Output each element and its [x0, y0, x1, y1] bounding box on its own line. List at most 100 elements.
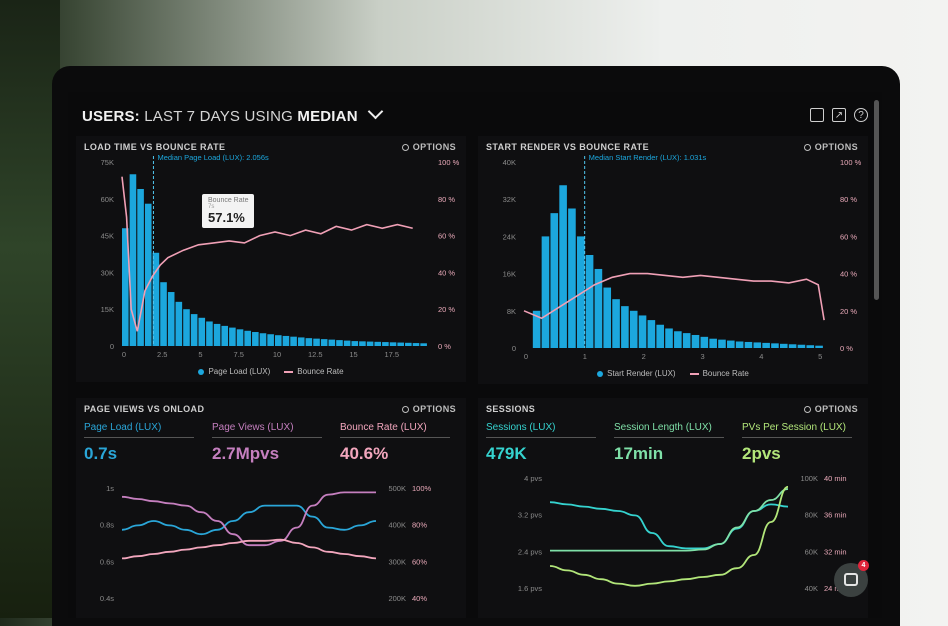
scrollbar[interactable] — [874, 100, 879, 300]
legend-item-bounce[interactable]: Bounce Rate — [689, 369, 749, 378]
options-label: OPTIONS — [412, 142, 456, 152]
sessions-chart: 1.6 pvs 2.4 pvs 3.2 pvs 4 pvs 40K 60K 80K 100K 2… — [518, 474, 847, 593]
y-tick-label: 2.4 pvs — [518, 547, 542, 556]
metric-row: Sessions (LUX) 479K Session Length (LUX)… — [486, 422, 852, 464]
y2-tick-label: 40 % — [840, 270, 857, 279]
bar — [374, 341, 382, 346]
metric-session-length[interactable]: Session Length (LUX) 17min — [614, 422, 724, 464]
y-tick-label: 0 — [512, 344, 516, 353]
panel-title: SESSIONS — [486, 404, 536, 414]
options-button[interactable]: OPTIONS — [803, 404, 858, 414]
bar — [568, 208, 576, 348]
bar — [541, 236, 550, 348]
legend-item-start-render[interactable]: Start Render (LUX) — [597, 369, 676, 378]
bar — [236, 329, 244, 346]
y3-tick-label: 80% — [412, 521, 427, 530]
y-tick-label: 3.2 pvs — [518, 511, 542, 520]
metric-label: Bounce Rate (LUX) — [340, 422, 450, 438]
legend-item-page-load[interactable]: Page Load (LUX) — [198, 367, 270, 376]
legend-dash — [284, 370, 294, 373]
y-tick-label: 60K — [101, 195, 114, 204]
series-line — [549, 485, 789, 587]
options-button[interactable]: OPTIONS — [401, 404, 456, 414]
bar — [412, 343, 420, 346]
tooltip-value: 57.1% — [208, 210, 245, 225]
x-tick-label: 3 — [700, 352, 704, 361]
options-button[interactable]: OPTIONS — [401, 142, 456, 152]
x-tick-label: 5 — [818, 352, 822, 361]
bar — [779, 343, 788, 348]
legend-dash — [689, 372, 699, 375]
metric-page-load[interactable]: Page Load (LUX) 0.7s — [84, 422, 194, 464]
series-line — [121, 491, 376, 547]
bar — [244, 330, 251, 346]
title-using: USING — [244, 108, 293, 125]
gear-icon — [401, 143, 409, 151]
bar — [213, 323, 221, 346]
bar — [282, 335, 290, 346]
bar — [603, 287, 612, 348]
x-tick-label: 2 — [642, 352, 646, 361]
bar — [152, 252, 160, 346]
x-tick-label: 12.5 — [308, 350, 323, 359]
gear-icon — [401, 405, 409, 413]
y3-tick-label: 40 min — [824, 474, 847, 483]
bar — [735, 341, 744, 348]
bar — [744, 341, 753, 348]
page-title[interactable]: USERS: LAST 7 DAYS USING MEDIAN — [82, 103, 384, 125]
panel-title: PAGE VIEWS VS ONLOAD — [84, 404, 205, 414]
bar — [275, 335, 282, 346]
bar — [267, 334, 274, 346]
bar — [122, 228, 129, 346]
bar — [336, 340, 343, 346]
bounce-rate-line — [523, 272, 825, 321]
y2-tick-label: 80 % — [840, 195, 857, 204]
legend-dot — [198, 368, 205, 375]
bar — [252, 332, 259, 346]
bar — [259, 333, 267, 346]
y2-tick-label: 80K — [805, 511, 818, 520]
options-label: OPTIONS — [814, 404, 858, 414]
dashboard-header: USERS: LAST 7 DAYS USING MEDIAN ↗ ? — [82, 103, 868, 128]
metric-label: Page Views (LUX) — [212, 422, 322, 438]
y2-tick-label: 100 % — [840, 158, 862, 167]
legend-dot — [597, 370, 604, 377]
y-tick-label: 1s — [106, 484, 114, 493]
chart-legend: Start Render (LUX) Bounce Rate — [478, 369, 868, 378]
bar — [682, 333, 691, 348]
monitor-icon[interactable] — [810, 108, 824, 122]
chevron-down-icon[interactable] — [367, 103, 384, 120]
y-tick-label: 8K — [507, 307, 516, 316]
y3-tick-label: 100% — [412, 484, 432, 493]
metric-value: 2.7Mpvs — [212, 444, 280, 463]
title-metric: MEDIAN — [297, 108, 358, 125]
bar — [297, 337, 305, 346]
metric-label: Session Length (LUX) — [614, 422, 724, 438]
help-icon[interactable]: ? — [854, 108, 868, 122]
y3-tick-label: 32 min — [824, 547, 847, 556]
series-line — [550, 488, 789, 552]
metric-sessions[interactable]: Sessions (LUX) 479K — [486, 422, 596, 464]
y2-tick-label: 400K — [388, 521, 406, 530]
y-tick-label: 0.4s — [100, 594, 114, 603]
share-icon[interactable]: ↗ — [832, 108, 846, 122]
load-time-panel: LOAD TIME VS BOUNCE RATE OPTIONS 0 15K 30K… — [76, 136, 466, 382]
legend-label: Start Render (LUX) — [607, 369, 676, 378]
y2-tick-label: 20 % — [438, 305, 455, 314]
metric-pvs-per-session[interactable]: PVs Per Session (LUX) 2pvs — [742, 422, 852, 464]
metric-page-views[interactable]: Page Views (LUX) 2.7Mpvs — [212, 422, 322, 464]
y-tick-label: 15K — [101, 305, 114, 314]
bar — [594, 268, 603, 348]
options-button[interactable]: OPTIONS — [803, 142, 858, 152]
legend-item-bounce[interactable]: Bounce Rate — [284, 367, 344, 376]
metric-value: 0.7s — [84, 444, 118, 463]
x-tick-label: 7.5 — [234, 350, 244, 359]
background-plant — [0, 0, 60, 618]
bar — [328, 339, 336, 346]
x-tick-label: 2.5 — [157, 350, 167, 359]
bar — [320, 339, 328, 346]
tooltip-title: Bounce Rate — [208, 197, 249, 204]
metric-row: Page Load (LUX) 0.7s Page Views (LUX) 2.… — [84, 422, 450, 464]
bar — [382, 342, 389, 346]
metric-bounce-rate[interactable]: Bounce Rate (LUX) 40.6% — [340, 422, 450, 464]
